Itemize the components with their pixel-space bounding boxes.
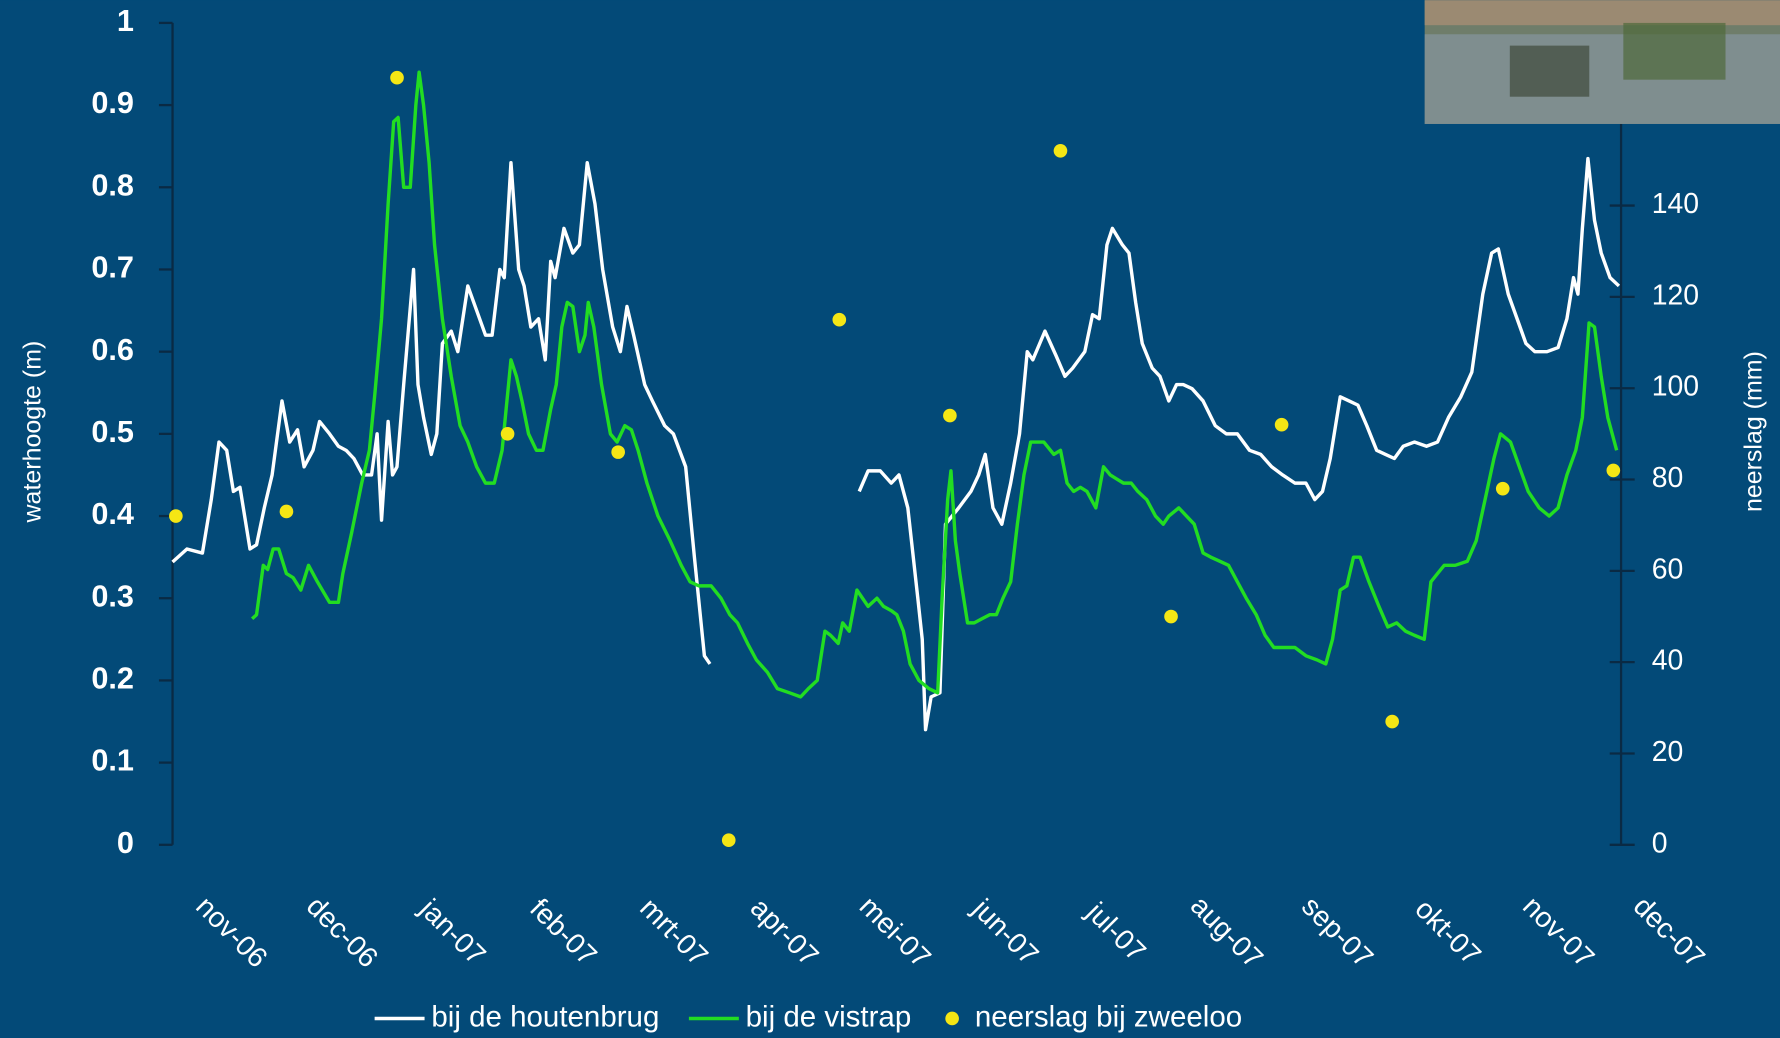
point: [1606, 463, 1621, 478]
y2-tick-label: 60: [1652, 553, 1684, 585]
y-tick-label: 0.1: [91, 744, 134, 778]
y2-tick-label: 140: [1652, 188, 1699, 220]
y-tick-label: 0.8: [91, 168, 134, 202]
point: [611, 445, 625, 459]
y2-axis-label: neerslag (mm): [1740, 351, 1768, 512]
photo: [1424, 0, 1780, 124]
point: [721, 833, 736, 848]
point: [279, 504, 294, 519]
legend: bij de houtenbrug bij de vistrap neerslag …: [374, 1000, 1242, 1033]
point: [832, 312, 847, 327]
y-tick-label: 0.2: [91, 662, 134, 696]
point: [169, 509, 183, 523]
point: [1495, 481, 1510, 496]
y-tick-label: 0.3: [91, 579, 134, 613]
point: [1053, 143, 1068, 158]
y-tick-label: 1: [117, 4, 134, 38]
point: [500, 427, 515, 441]
point: [390, 70, 404, 85]
y2-tick-label: 80: [1652, 462, 1684, 494]
y2-tick-label: 20: [1652, 736, 1684, 768]
y-tick-label: 0.5: [91, 415, 134, 449]
y2-tick-label: 0: [1652, 827, 1668, 859]
photo-plants: [1623, 22, 1726, 80]
line: [250, 70, 1619, 699]
legend-label: neerslag bij zweeloo: [975, 1000, 1242, 1033]
legend-label: bij de houtenbrug: [431, 1000, 659, 1033]
photo-stones: [1424, 0, 1780, 26]
y-tick-label: 0: [117, 826, 134, 860]
y-tick-label: 0.4: [91, 497, 134, 531]
y2-tick-label: 40: [1652, 645, 1684, 677]
point: [1274, 417, 1289, 432]
point: [1385, 714, 1399, 729]
y2-tick-label: 120: [1652, 279, 1699, 311]
photo-reflection: [1509, 45, 1590, 97]
y-tick-label: 0.9: [91, 86, 134, 120]
legend-marker: [945, 1011, 959, 1026]
y-tick-label: 0.7: [91, 251, 134, 285]
point: [1164, 609, 1178, 624]
y-tick-label: 0.6: [91, 333, 134, 367]
y2-tick-label: 100: [1652, 371, 1699, 403]
photo-water: [1424, 34, 1780, 124]
y-axis-label: waterhoogte (m): [19, 341, 47, 524]
legend-label: bij de vistrap: [746, 1000, 912, 1033]
line: [171, 156, 1621, 732]
point: [943, 408, 957, 423]
